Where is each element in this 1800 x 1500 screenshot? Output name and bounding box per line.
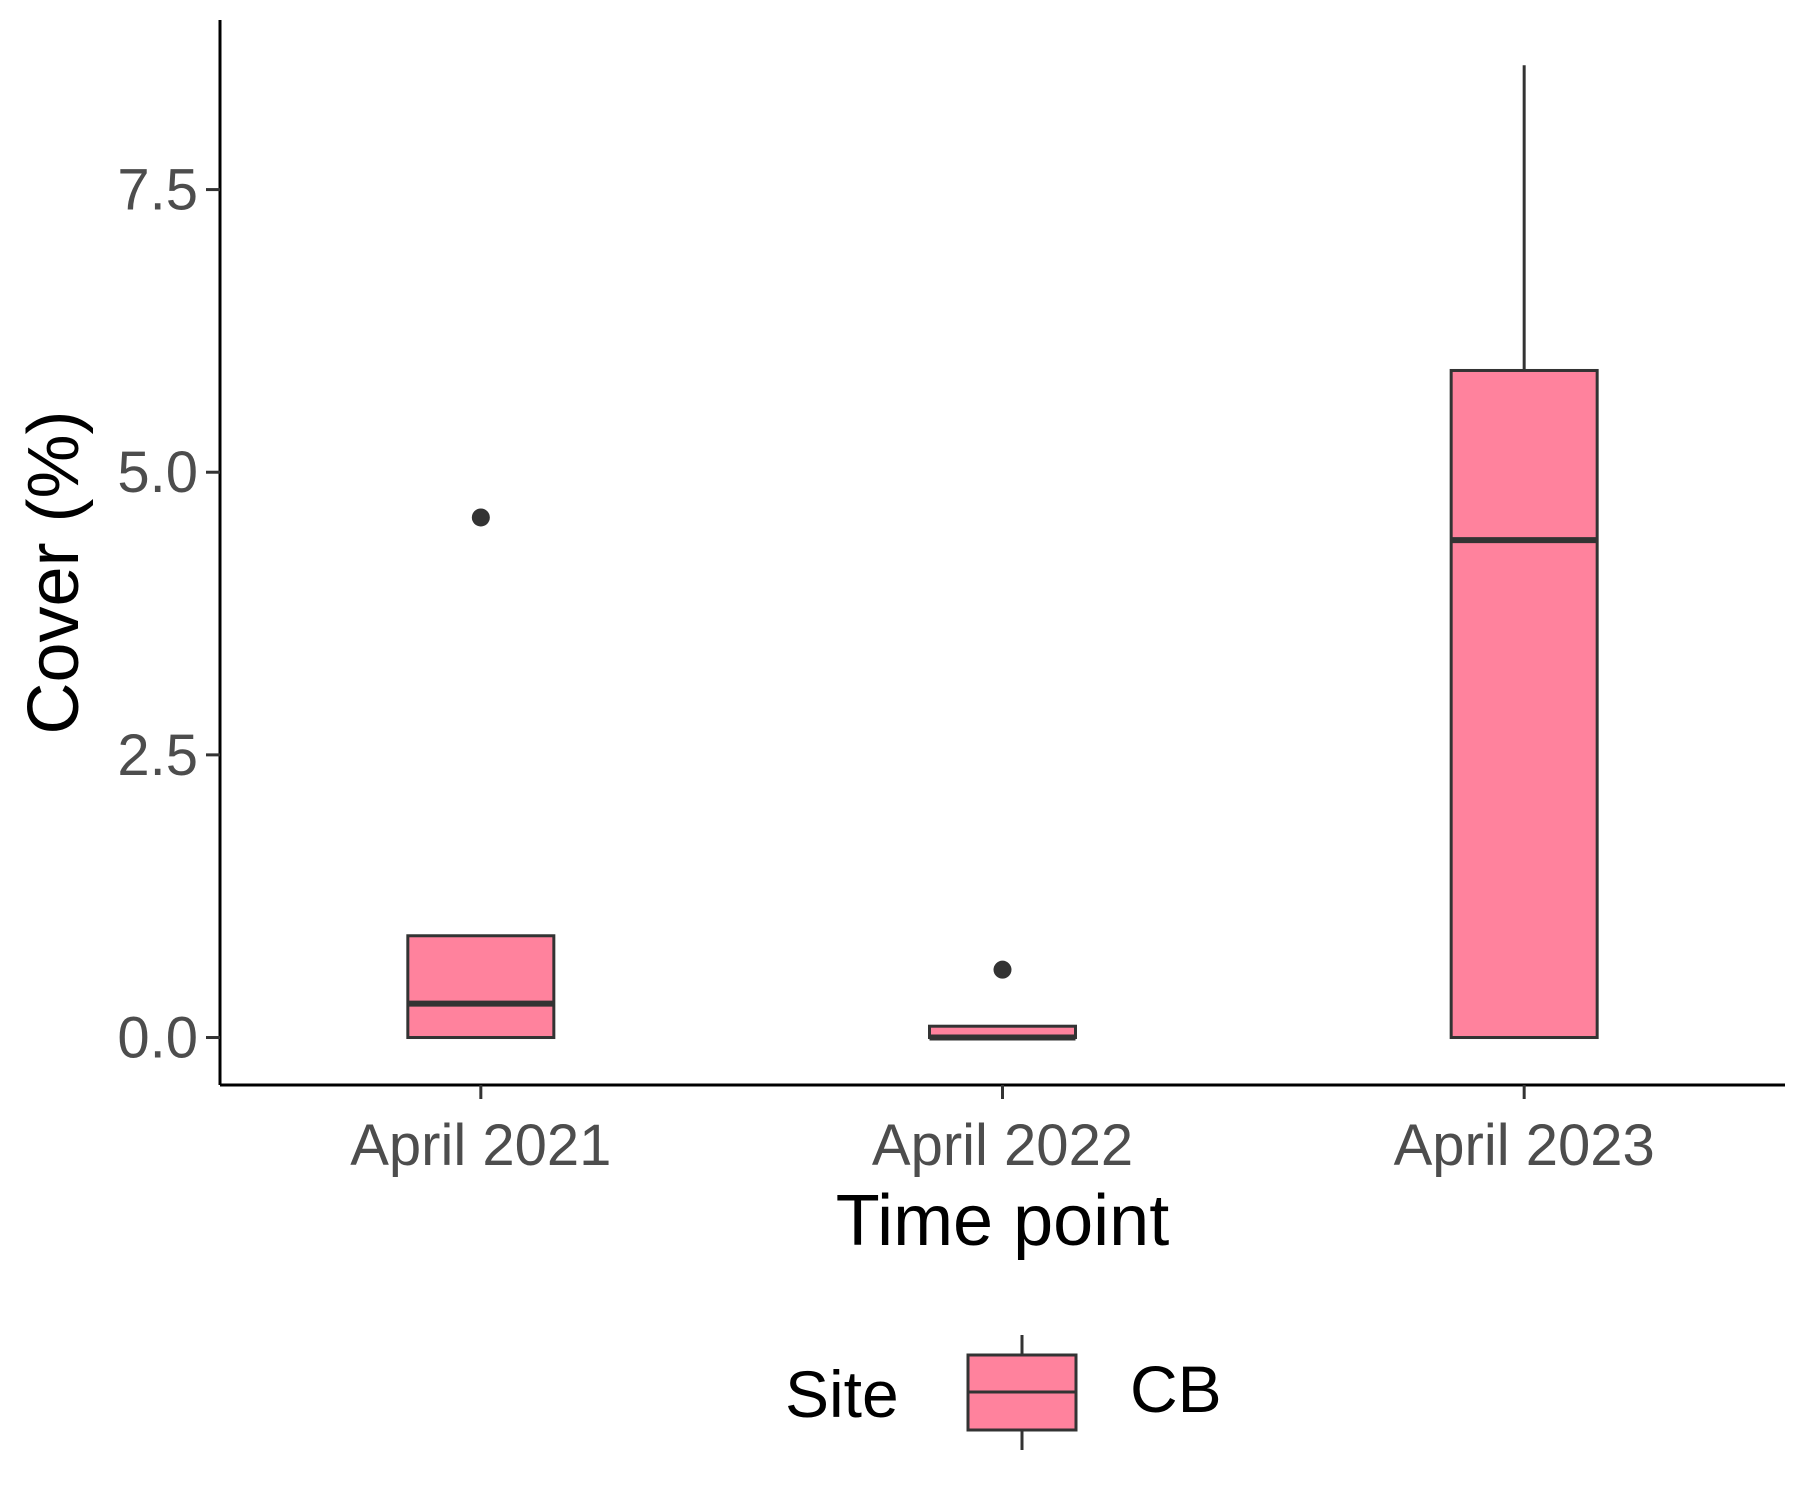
x-axis-title: Time point xyxy=(836,1181,1169,1261)
boxes-layer xyxy=(406,65,1599,1041)
legend-key-box-icon xyxy=(966,1335,1078,1450)
box-rect xyxy=(1449,368,1599,1040)
x-tick-label: April 2022 xyxy=(872,1113,1133,1178)
box-rect xyxy=(406,934,556,1040)
y-tick-label: 5.0 xyxy=(117,440,198,505)
box-group xyxy=(1449,65,1599,1040)
x-tick-label: April 2021 xyxy=(350,1113,611,1178)
legend-title: Site xyxy=(785,1357,899,1431)
legend: Site CB xyxy=(785,1335,1222,1450)
x-axis: April 2021 April 2022 April 2023 xyxy=(220,1083,1785,1178)
outlier-point xyxy=(471,508,490,527)
outlier-point xyxy=(993,960,1012,979)
box-group xyxy=(928,960,1077,1041)
y-tick-label: 0.0 xyxy=(117,1006,198,1071)
y-tick-label: 2.5 xyxy=(117,723,198,788)
y-axis-title: Cover (%) xyxy=(14,410,94,734)
x-tick-label: April 2023 xyxy=(1394,1113,1655,1178)
y-axis: 0.0 2.5 5.0 7.5 xyxy=(117,20,222,1085)
legend-entry-label: CB xyxy=(1130,1352,1222,1426)
y-tick-label: 7.5 xyxy=(117,158,198,223)
box-group xyxy=(406,508,556,1040)
